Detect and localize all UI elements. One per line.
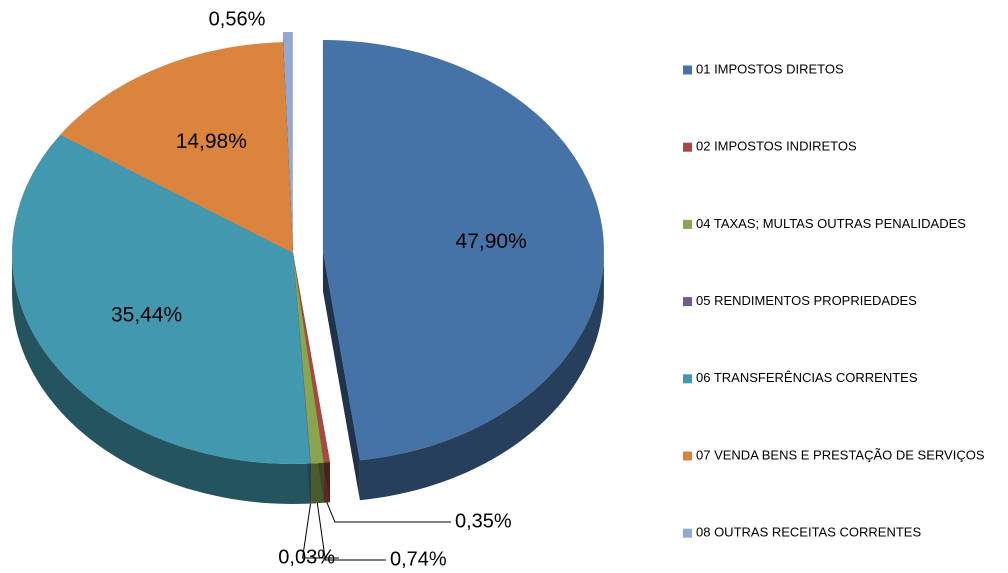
legend-swatch	[683, 219, 692, 229]
slice-side	[12, 253, 311, 504]
legend-label: 08 OUTRAS RECEITAS CORRENTES	[696, 525, 921, 540]
leader-line	[316, 503, 386, 561]
leader-line	[326, 502, 451, 523]
slice	[322, 40, 604, 461]
data-label: 0,56%	[209, 8, 266, 30]
data-label: 0,74%	[390, 548, 447, 570]
legend-label: 01 IMPOSTOS DIRETOS	[696, 61, 844, 76]
tops	[12, 32, 604, 465]
legend-swatch	[683, 528, 692, 538]
data-label: 0,35%	[455, 510, 512, 532]
legend-swatch	[683, 142, 692, 152]
legend-label: 02 IMPOSTOS INDIRETOS	[696, 139, 857, 154]
slice	[293, 253, 311, 464]
slice	[282, 32, 293, 243]
data-label: 47,90%	[456, 230, 527, 253]
slice-side	[359, 251, 604, 501]
slice	[12, 134, 311, 465]
data-label: 14,98%	[176, 130, 247, 153]
legend-label: 05 RENDIMENTOS PROPRIEDADES	[696, 293, 917, 308]
slice	[293, 253, 330, 463]
slice	[60, 42, 294, 253]
legend-label: 07 VENDA BENS E PRESTAÇÃO DE SERVIÇOS	[696, 447, 985, 462]
legend-swatch	[683, 374, 692, 384]
slice	[293, 253, 324, 464]
legend-swatch	[683, 451, 692, 461]
legend-label: 06 TRANSFERÊNCIAS CORRENTES	[696, 370, 918, 385]
legend-swatch	[683, 297, 692, 307]
legend-label: 04 TAXAS; MULTAS OUTRAS PENALIDADES	[696, 216, 966, 231]
data-label: 35,44%	[111, 303, 182, 326]
leader-line	[301, 503, 339, 559]
legend-swatch	[683, 65, 692, 75]
slice-edge	[322, 251, 360, 501]
data-label: 0,03%	[278, 546, 335, 568]
